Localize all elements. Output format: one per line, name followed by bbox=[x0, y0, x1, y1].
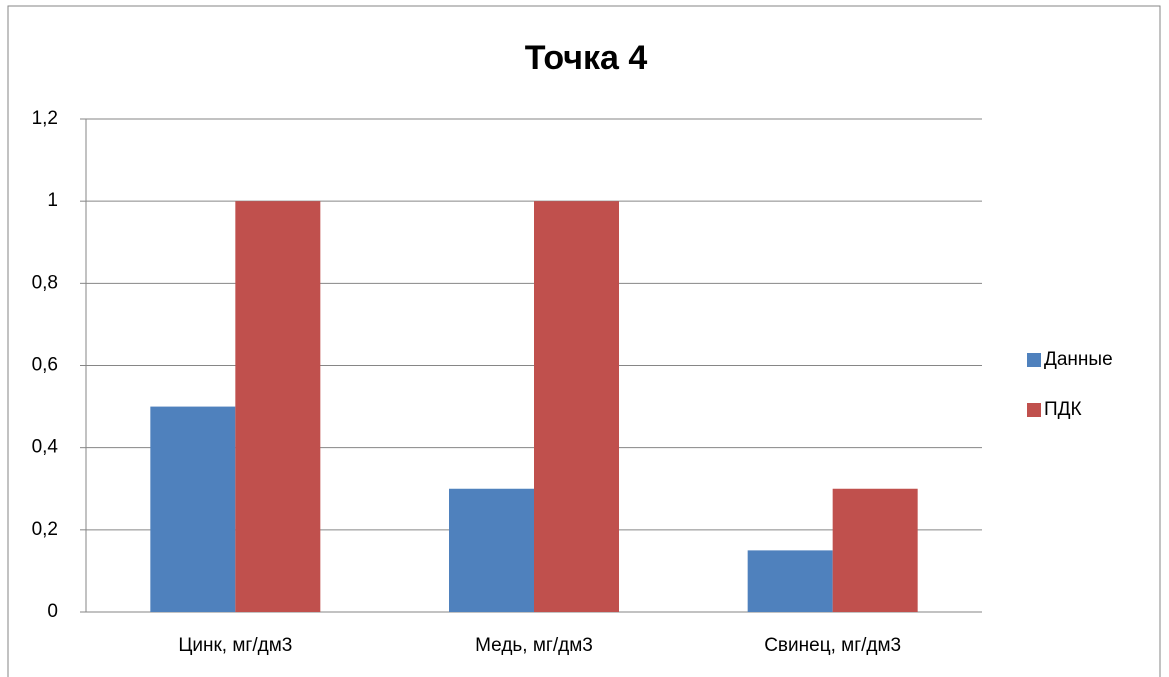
bar bbox=[235, 201, 321, 612]
bar bbox=[449, 488, 534, 612]
y-tick-label: 1,2 bbox=[32, 108, 58, 129]
legend-label: ПДК bbox=[1044, 399, 1082, 420]
bar bbox=[747, 550, 833, 612]
chart-title: Точка 4 bbox=[525, 39, 648, 77]
x-tick-label: Цинк, мг/дм3 bbox=[178, 635, 292, 656]
bar bbox=[150, 406, 236, 612]
legend-swatch bbox=[1027, 353, 1041, 367]
bar bbox=[534, 201, 619, 612]
x-tick-label: Медь, мг/дм3 bbox=[475, 635, 593, 656]
legend-swatch bbox=[1027, 403, 1041, 417]
bar bbox=[832, 488, 918, 612]
y-tick-label: 0,8 bbox=[32, 272, 58, 293]
y-tick-label: 0,6 bbox=[32, 355, 58, 376]
y-tick-label: 0,4 bbox=[32, 437, 59, 458]
y-tick-label: 0 bbox=[47, 601, 58, 622]
x-tick-label: Свинец, мг/дм3 bbox=[764, 635, 901, 656]
y-tick-label: 0,2 bbox=[32, 519, 58, 540]
legend-label: Данные bbox=[1044, 349, 1113, 370]
y-tick-label: 1 bbox=[47, 190, 58, 211]
